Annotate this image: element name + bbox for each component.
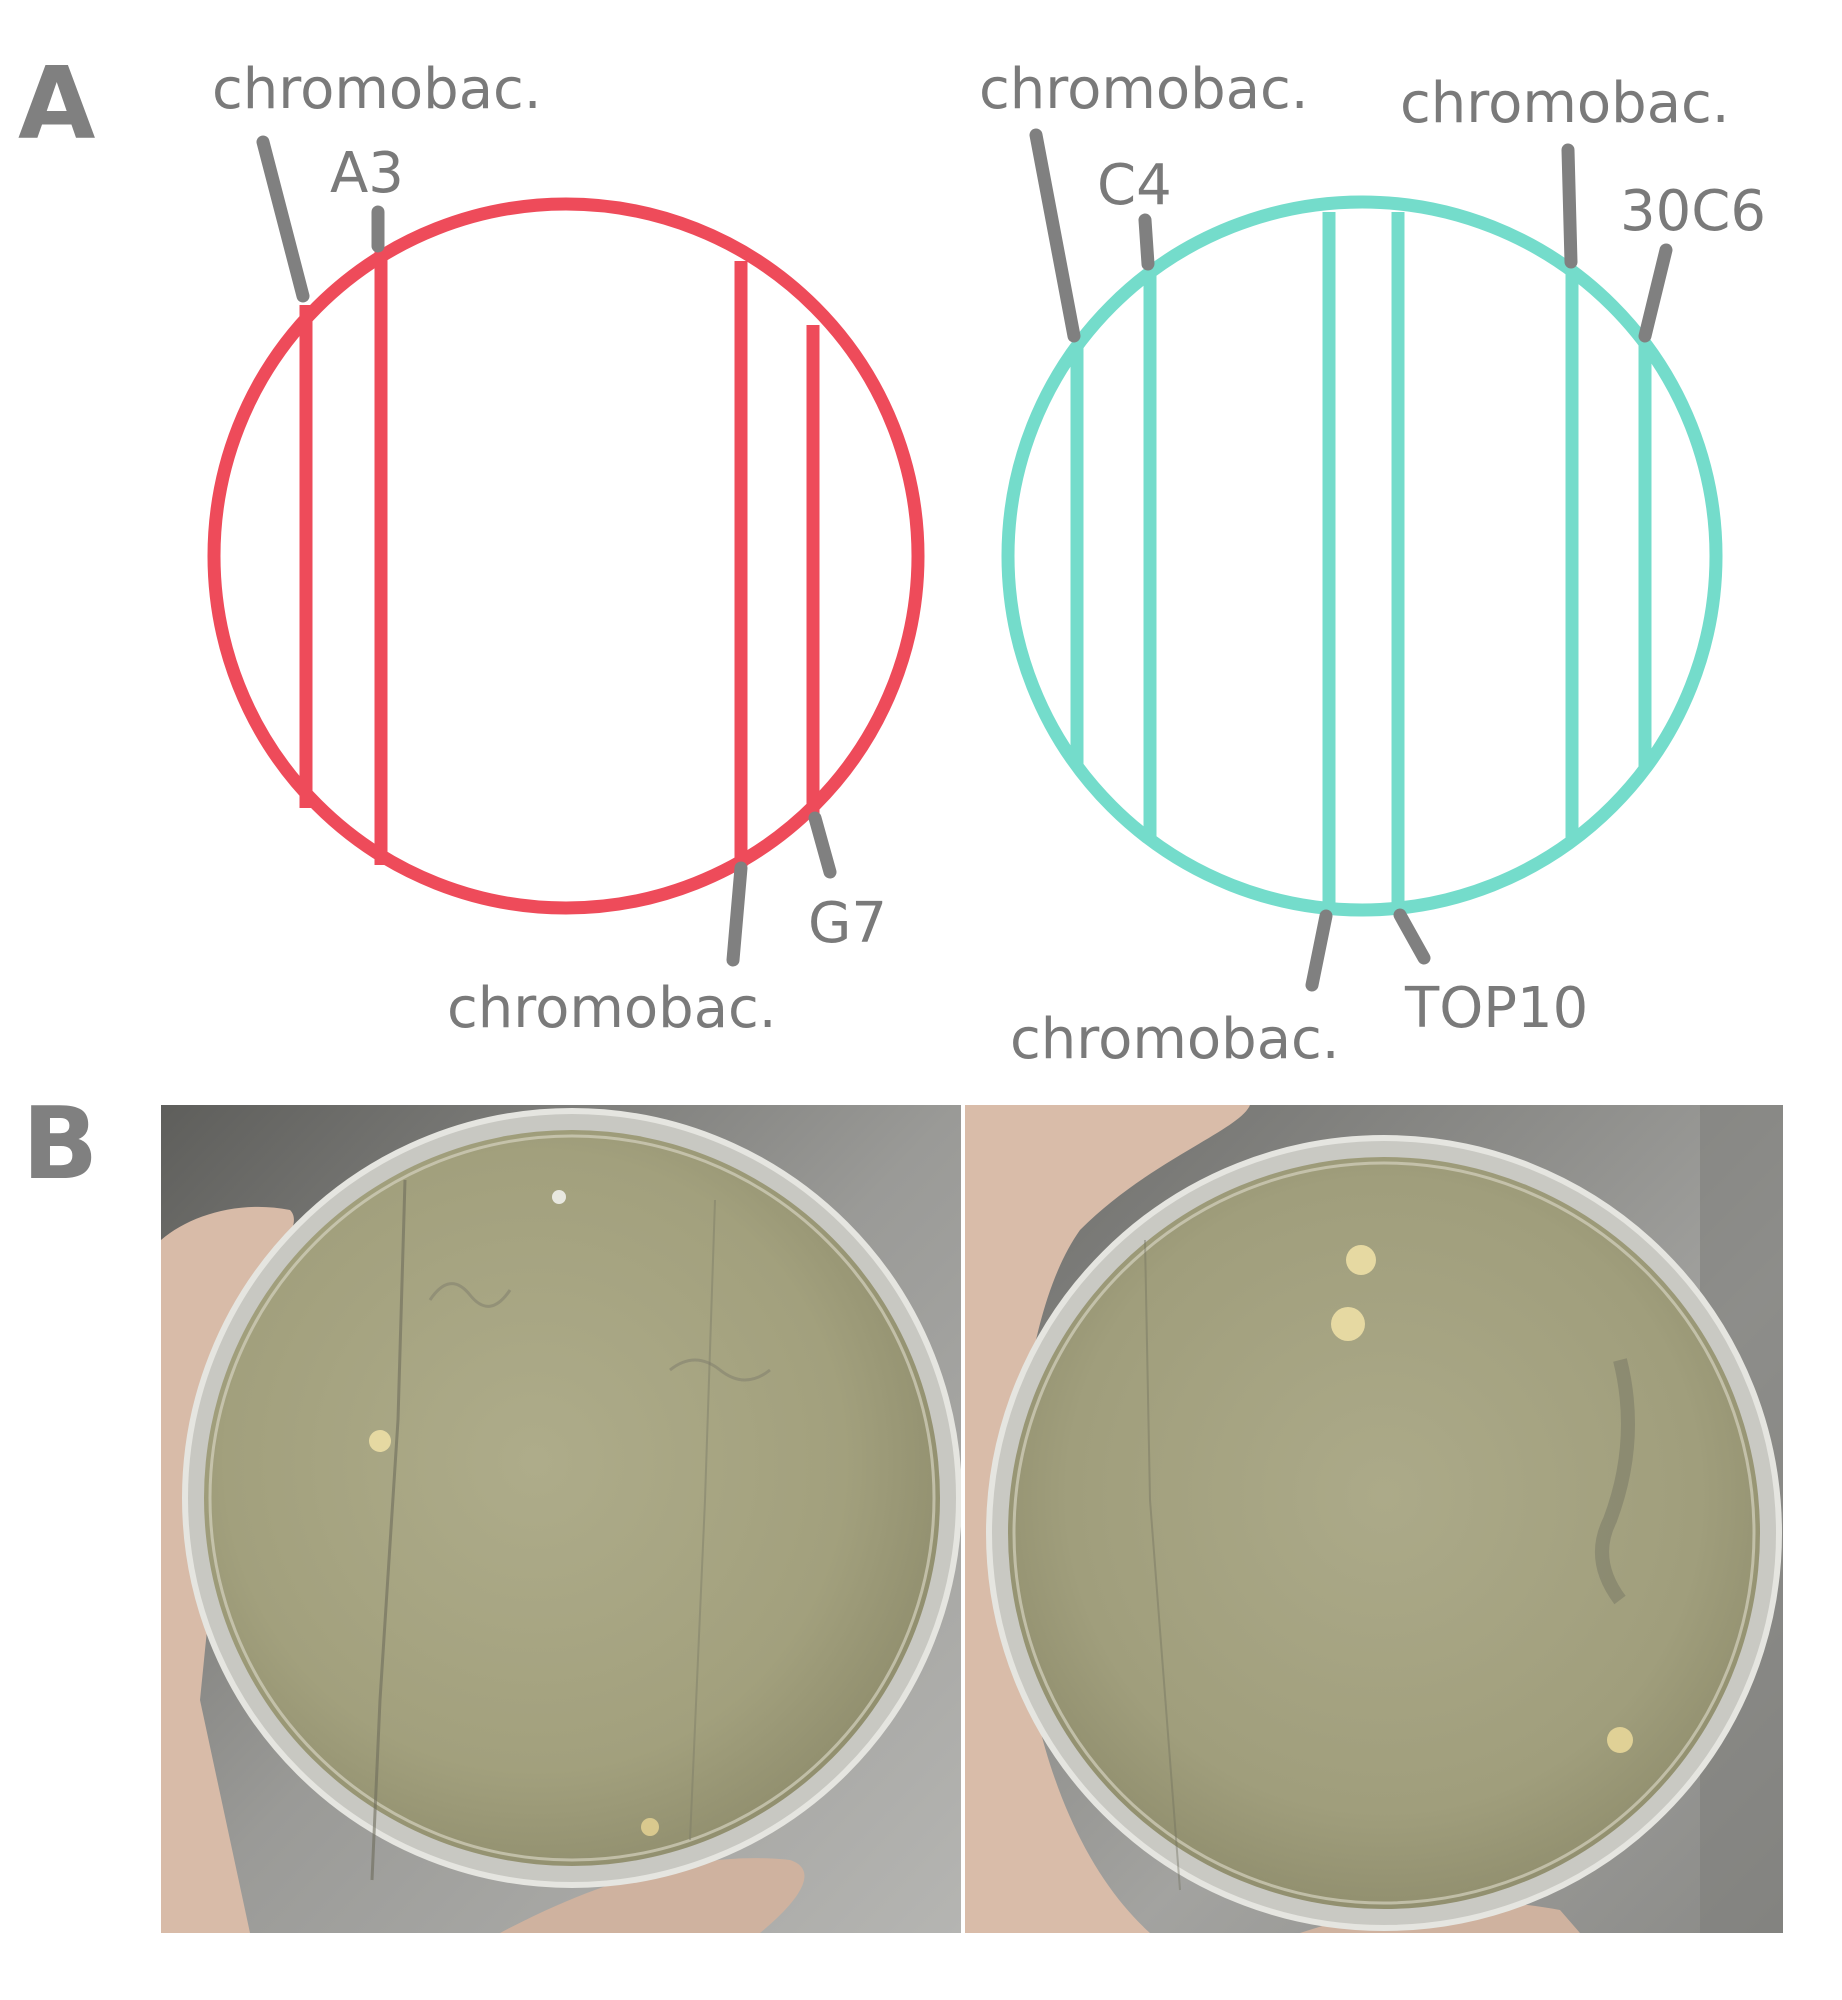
colony-right-3: [1607, 1727, 1633, 1753]
label-g7: G7: [808, 891, 887, 956]
panel-letter-b: B: [22, 1085, 98, 1202]
label-chromobac-bottom-right: chromobac.: [1010, 1007, 1340, 1072]
marker-writing-left: [428, 1282, 771, 1382]
streak-mark-right-1: [1144, 1239, 1181, 1891]
leader-30c6: [1638, 243, 1673, 343]
leader-chromobac-top: [256, 135, 310, 303]
label-chromobac-top-left: chromobac.: [212, 57, 542, 122]
plate-diagram-left: chromobac. A3 chromobac. G7: [207, 57, 925, 1041]
leader-chromobac-top-left: [1029, 128, 1081, 343]
petri-dish-inner-rim-right: [1012, 1161, 1756, 1905]
plate-diagram-right: chromobac. C4 chromobac. 30C6 chromobac.…: [979, 57, 1766, 1072]
label-a3: A3: [330, 141, 404, 206]
colony-right-1: [1346, 1245, 1376, 1275]
plate-outline-left: [207, 197, 925, 915]
label-30c6: 30C6: [1620, 179, 1766, 244]
hand-left: [161, 1206, 294, 1933]
agar-left: [204, 1130, 940, 1866]
label-chromobac-top-right-2: chromobac.: [1400, 71, 1730, 136]
leader-top10: [1393, 908, 1431, 965]
leader-chromobac-bottom: [726, 861, 748, 967]
label-top10: TOP10: [1404, 976, 1588, 1041]
petri-dish-inner-rim-left: [208, 1134, 936, 1862]
label-c4: C4: [1097, 153, 1172, 218]
streak-mark-left-2: [689, 1199, 716, 1841]
leader-c4: [1138, 213, 1155, 271]
label-chromobac-bottom-left: chromobac.: [447, 976, 777, 1041]
plate-outline-right: [1001, 195, 1723, 917]
leader-chromobac-bottom-right: [1305, 909, 1333, 992]
photo-plate-left: [161, 1105, 961, 1933]
colony-left-2: [641, 1818, 659, 1836]
panel-letter-a: A: [18, 45, 95, 162]
streak-mark-left-1: [370, 1179, 407, 1881]
colony-left-1: [369, 1430, 391, 1452]
label-chromobac-top-right-1: chromobac.: [979, 57, 1309, 122]
agar-right: [1008, 1157, 1760, 1909]
colony-right-2: [1331, 1307, 1365, 1341]
leader-chromobac-top-right: [1561, 143, 1578, 269]
leader-g7: [808, 811, 837, 879]
hand-left-bottom: [500, 1858, 805, 1933]
bubble-left: [552, 1190, 566, 1204]
smudge-right: [1595, 1358, 1635, 1605]
photo-plate-right: [965, 1105, 1783, 1933]
